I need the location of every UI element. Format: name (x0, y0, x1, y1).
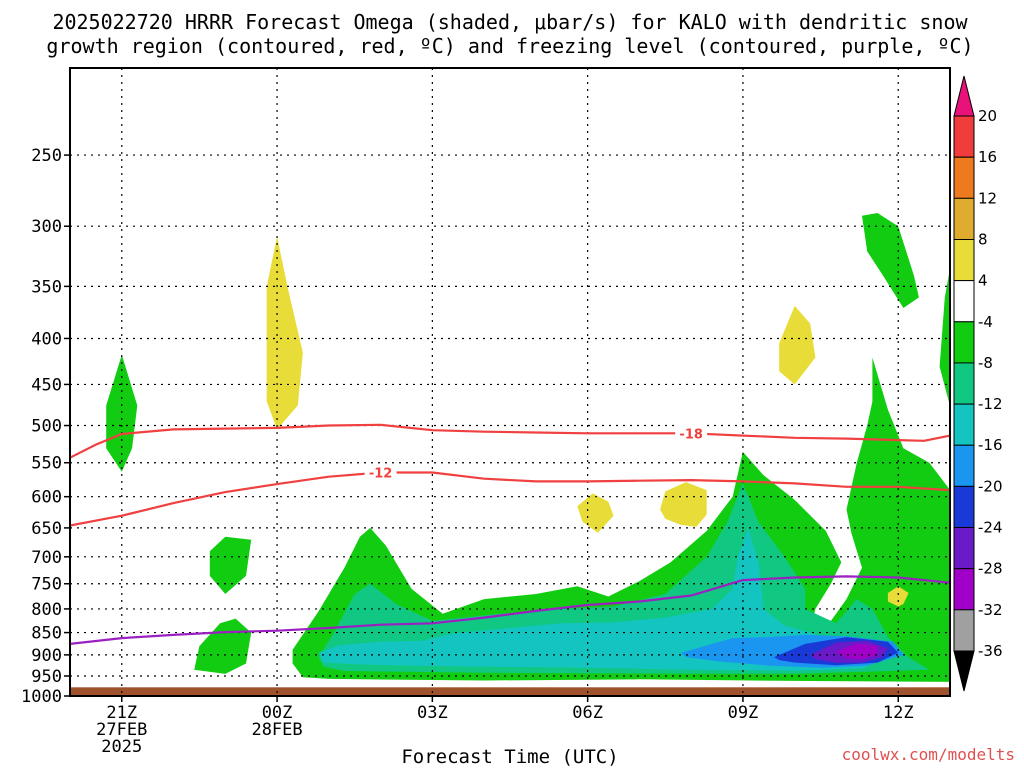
temperature-contours: -18 -12 (70, 423, 950, 645)
colorbar-label: -32 (978, 601, 1003, 619)
omega-region-1 (209, 536, 252, 594)
y-tick-label: 800 (31, 600, 62, 620)
x-tick-label: 21Z (106, 703, 137, 723)
colorbar-bin (953, 197, 975, 241)
colorbar-bin (953, 362, 975, 405)
y-axis-ticks: 2503003504004505005506006507007508008509… (21, 146, 70, 707)
colorbar-label: -8 (978, 354, 993, 372)
ground-surface (70, 687, 950, 696)
x-tick-label: 03Z (417, 703, 448, 723)
contour-label: -12 (369, 467, 393, 482)
colorbar-bin (953, 609, 975, 652)
y-tick-label: 400 (31, 329, 62, 349)
colorbar-bin (953, 280, 975, 323)
y-tick-label: 300 (31, 217, 62, 237)
colorbar-label: -24 (978, 519, 1003, 537)
omega-region-8 (318, 527, 888, 671)
omega-region-7 (986, 199, 1002, 409)
y-tick-label: 950 (31, 667, 62, 687)
colorbar-label: -4 (978, 313, 993, 331)
omega-region-4 (862, 213, 919, 308)
x-tick-label: 06Z (572, 703, 603, 723)
y-tick-label: 850 (31, 624, 62, 644)
colorbar-label: 16 (978, 148, 997, 166)
y-tick-label: 750 (31, 575, 62, 595)
colorbar-bin (953, 485, 975, 529)
colorbar-bin (953, 527, 975, 570)
omega-region-13 (836, 643, 878, 660)
x-axis-label: Forecast Time (UTC) (401, 746, 618, 768)
temperature-contour-line (70, 423, 950, 459)
y-tick-label: 550 (31, 454, 62, 474)
chart-title-line-1: 2025022720 HRRR Forecast Omega (shaded, … (52, 10, 968, 34)
omega-region-14 (266, 236, 303, 430)
y-tick-label: 350 (31, 277, 62, 297)
y-tick-label: 900 (31, 646, 62, 666)
y-tick-label: 1000 (21, 687, 62, 707)
credit-text: coolwx.com/modelts (842, 745, 1015, 764)
colorbar-label: -16 (978, 436, 1003, 454)
colorbar-bin (953, 444, 975, 487)
freezing-level-line (70, 575, 950, 645)
colorbar-bin (953, 568, 975, 611)
x-tick-label: 12Z (883, 703, 914, 723)
y-tick-label: 450 (31, 375, 62, 395)
colorbar-bin (953, 239, 975, 282)
omega-region-17 (779, 305, 816, 385)
x-tick-label: 27FEB (96, 720, 147, 740)
y-tick-label: 250 (31, 146, 62, 166)
colorbar-top-arrow (953, 75, 975, 117)
x-tick-label: 09Z (728, 703, 759, 723)
colorbar-label: 4 (978, 272, 988, 290)
y-tick-label: 650 (31, 519, 62, 539)
omega-region-16 (660, 482, 707, 527)
contour-label-bg (675, 424, 708, 442)
colorbar-label: -28 (978, 560, 1003, 578)
colorbar-label: -20 (978, 477, 1003, 495)
colorbar-bin (953, 321, 975, 364)
omega-shaded-regions (106, 199, 1002, 682)
colorbar-label: -36 (978, 642, 1003, 660)
colorbar-label: -12 (978, 395, 1003, 413)
plot-frame (69, 67, 951, 697)
colorbar-label: 12 (978, 189, 997, 207)
colorbar-bin (953, 156, 975, 199)
omega-region-18 (887, 586, 909, 607)
omega-region-15 (577, 493, 614, 533)
omega-region-5 (939, 268, 950, 406)
y-tick-label: 500 (31, 417, 62, 437)
colorbar-label: 20 (978, 107, 997, 125)
y-tick-label: 700 (31, 548, 62, 568)
colorbar-bottom-arrow (953, 650, 975, 692)
contour-label-bg (364, 463, 397, 481)
colorbar-label: 8 (978, 230, 988, 248)
temperature-contour-line (70, 471, 950, 527)
colorbar: 20 16 12 8 4 -4 -8 -12 -16 -20 -24 -28 -32 -36 (953, 75, 1003, 692)
omega-region-2 (194, 618, 252, 674)
colorbar-bin (953, 403, 975, 446)
x-tick-label: 2025 (101, 737, 142, 757)
chart-title-line-2: growth region (contoured, red, ºC) and f… (46, 34, 973, 58)
contour-label: -18 (679, 427, 703, 442)
colorbar-bin (953, 115, 975, 158)
x-tick-label: 28FEB (251, 720, 302, 740)
y-tick-label: 600 (31, 488, 62, 508)
x-tick-label: 00Z (262, 703, 293, 723)
